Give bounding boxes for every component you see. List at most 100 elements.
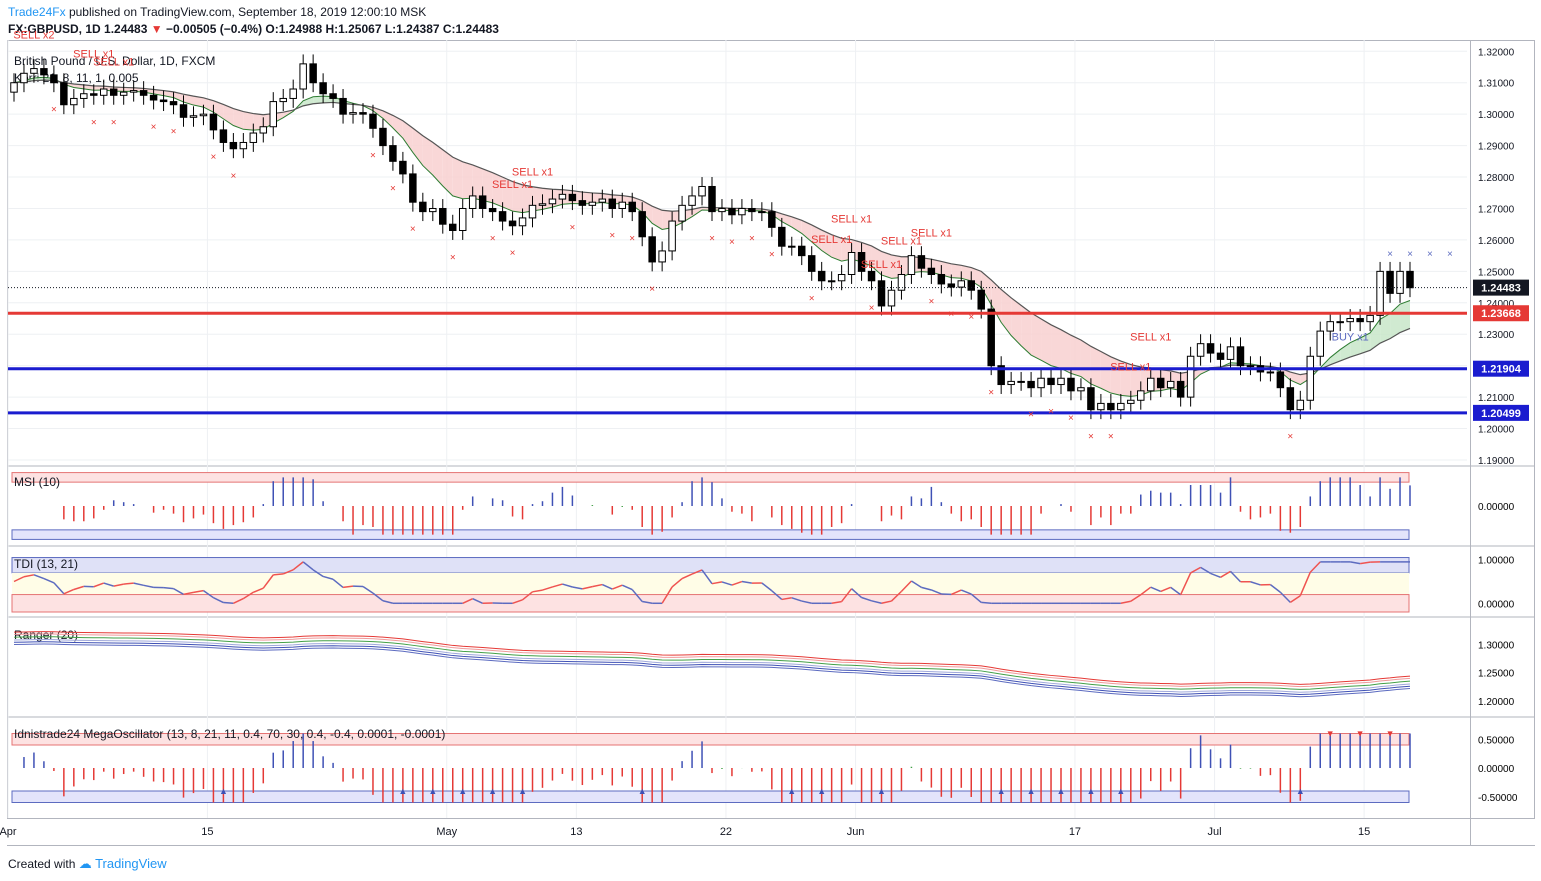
band-fill xyxy=(1051,324,1061,369)
band-fill xyxy=(512,181,523,213)
band-fill xyxy=(173,91,184,102)
sell-marker-icon: × xyxy=(1068,413,1074,424)
candle-body xyxy=(987,308,995,367)
sell-marker-icon: × xyxy=(151,122,157,133)
band-fill xyxy=(203,97,214,113)
candle-body xyxy=(1087,387,1095,411)
y-tick-label: 1.19000 xyxy=(1478,456,1515,467)
created-with-text: Created with xyxy=(8,857,76,871)
sell-marker-icon: × xyxy=(809,293,815,304)
sell-signal-label: SELL x1 xyxy=(831,214,872,226)
up-triangle-icon: ▲ xyxy=(787,786,796,796)
tdi-line xyxy=(532,589,543,593)
sell-marker-icon: × xyxy=(111,117,117,128)
sell-marker-icon: × xyxy=(230,171,236,182)
candle-body xyxy=(1266,371,1275,374)
candle-body xyxy=(299,63,307,90)
up-triangle-icon: ▲ xyxy=(638,786,647,796)
tdi-line xyxy=(273,573,284,576)
tradingview-brand[interactable]: TradingView xyxy=(95,856,167,871)
candle-body xyxy=(927,267,936,276)
tdi-line xyxy=(1229,570,1242,583)
sell-marker-icon: × xyxy=(609,230,615,241)
author-link[interactable]: Trade24Fx xyxy=(8,5,66,19)
candle-body xyxy=(877,280,886,307)
candle-body xyxy=(100,88,108,96)
candle-body xyxy=(1196,343,1205,357)
up-triangle-icon: ▲ xyxy=(1086,786,1095,796)
tdi-line xyxy=(1190,566,1201,574)
y-tick-label: 1.31000 xyxy=(1478,79,1515,90)
tradingview-logo-icon: ☁ xyxy=(78,856,92,871)
tdi-line xyxy=(163,586,174,590)
candle-body xyxy=(229,141,238,150)
band-fill xyxy=(193,96,204,108)
candle-body xyxy=(967,280,975,291)
msi-title: MSI (10) xyxy=(14,475,60,489)
candle-body xyxy=(279,97,287,103)
sell-marker-icon: × xyxy=(410,224,416,235)
sell-marker-icon: × xyxy=(390,183,396,194)
ranger-y-tick: 1.20000 xyxy=(1478,697,1515,708)
tdi-line xyxy=(322,575,334,580)
band-fill xyxy=(472,164,483,201)
tdi-line xyxy=(741,580,753,584)
x-tick-label: 13 xyxy=(570,826,582,838)
candle-body xyxy=(458,207,467,231)
band-fill xyxy=(1080,339,1091,384)
down-triangle-icon: ▼ xyxy=(1326,728,1335,738)
up-triangle-icon: ▲ xyxy=(817,786,826,796)
candle-body xyxy=(768,211,776,228)
candle-body xyxy=(329,93,337,99)
tdi-line xyxy=(562,583,573,588)
tdi-line xyxy=(791,597,802,602)
tdi-line xyxy=(921,586,932,591)
candle-body xyxy=(887,289,896,307)
candle-body xyxy=(1097,402,1105,411)
candle-body xyxy=(339,97,347,115)
candle-body xyxy=(1107,402,1115,411)
candle-body xyxy=(638,211,646,238)
band-fill xyxy=(1011,297,1022,346)
tdi-line xyxy=(1309,561,1321,573)
sell-marker-icon: × xyxy=(51,105,57,116)
y-tick-label: 1.25000 xyxy=(1478,267,1515,278)
candle-body xyxy=(937,274,946,285)
candle-body xyxy=(758,211,766,214)
candle-body xyxy=(518,217,527,227)
candle-body xyxy=(169,101,178,106)
band-fill xyxy=(382,110,393,128)
ranger-line xyxy=(13,633,1411,688)
candle-body xyxy=(1166,380,1175,389)
candle-body xyxy=(80,93,88,99)
candle-body xyxy=(359,112,367,115)
sell-marker-icon: × xyxy=(869,303,875,314)
band-fill xyxy=(692,207,703,217)
tdi-line xyxy=(1279,591,1291,603)
candle-body xyxy=(837,274,846,282)
tdi-line xyxy=(661,586,673,604)
candle-body xyxy=(738,207,746,216)
candle-body xyxy=(449,223,457,231)
candle-body xyxy=(718,207,726,213)
tdi-line xyxy=(771,590,783,600)
candle-body xyxy=(1027,380,1035,389)
sell-signal-label: SELL x1 xyxy=(1110,361,1151,373)
candle-body xyxy=(817,270,826,282)
candle-body xyxy=(1007,380,1015,386)
sell-marker-icon: × xyxy=(649,284,655,295)
sell-marker-icon: × xyxy=(171,127,177,138)
sell-marker-icon: × xyxy=(988,388,994,399)
tdi-line xyxy=(143,584,154,589)
candle-body xyxy=(50,74,58,84)
candle-body xyxy=(1386,270,1394,294)
up-triangle-icon: ▲ xyxy=(997,786,1006,796)
level-label: 1.21904 xyxy=(1481,364,1522,376)
candle-body xyxy=(997,365,1005,386)
tdi-line xyxy=(890,590,902,602)
symbol-name: FX:GBPUSD, 1D xyxy=(8,22,101,36)
sell-marker-icon: × xyxy=(948,309,954,320)
tdi-line xyxy=(721,581,733,586)
candle-body xyxy=(778,226,786,247)
